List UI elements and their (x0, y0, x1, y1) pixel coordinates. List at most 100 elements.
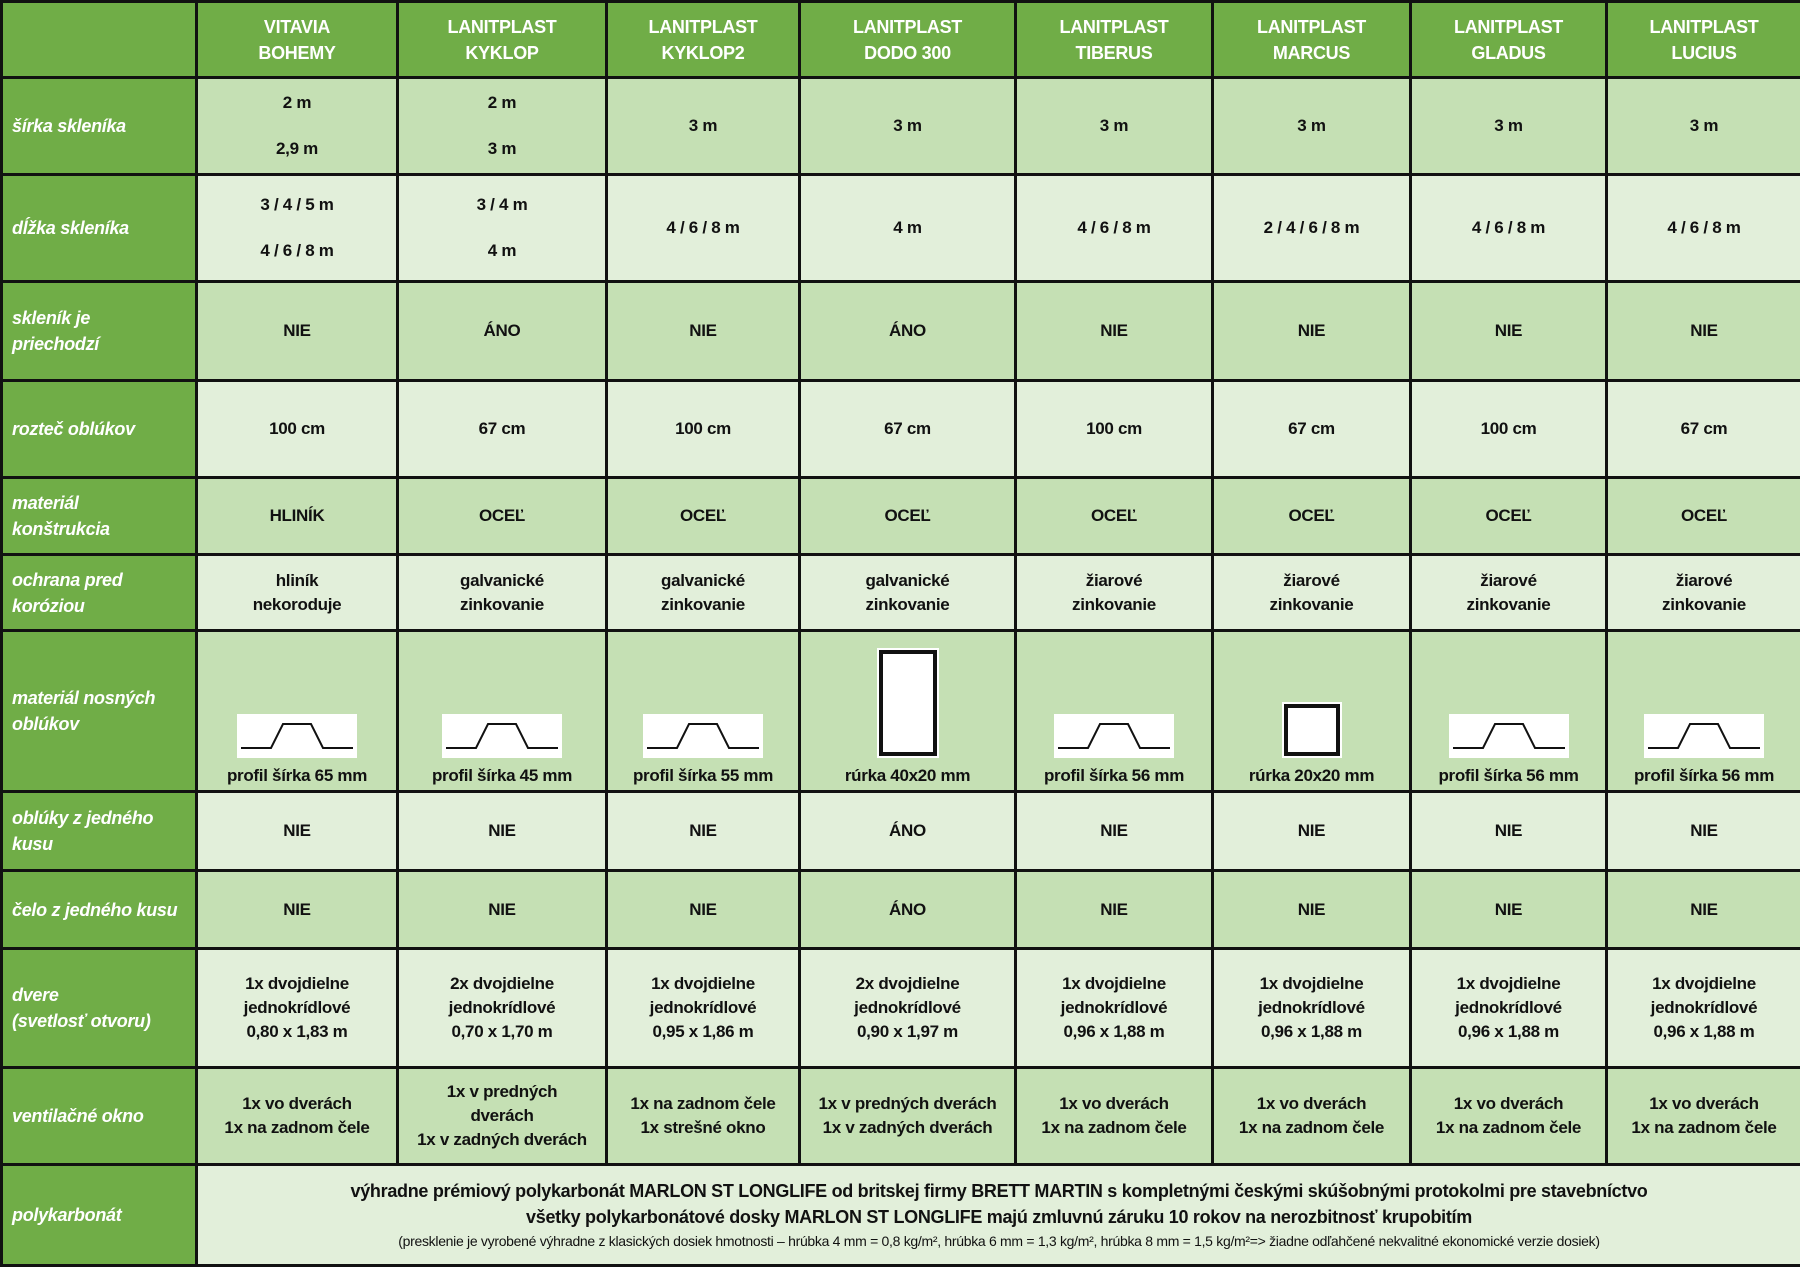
cell-line: 1x vo dverách (1216, 1092, 1407, 1116)
table-cell: NIE (197, 871, 398, 949)
column-header-line: TIBERUS (1019, 40, 1209, 66)
table-cell: NIE (1607, 282, 1800, 381)
table-cell: 67 cm (800, 381, 1016, 478)
table-cell: ÁNO (800, 871, 1016, 949)
row-label-line: materiál nosných (12, 685, 193, 711)
row-label-line: materiál (12, 490, 193, 516)
cell-line: ÁNO (803, 319, 1012, 343)
column-header-line: VITAVIA (200, 14, 394, 40)
cell-line: 100 cm (1019, 417, 1209, 441)
note-line-3: (presklenie je vyrobené výhradne z klasi… (200, 1230, 1798, 1252)
cell-line: NIE (200, 319, 394, 343)
cell-line: zinkovanie (1610, 593, 1798, 617)
profile-caption: profil šírka 56 mm (1438, 764, 1578, 788)
cell-line: jednokrídlové (1019, 996, 1209, 1020)
table-cell: 100 cm (197, 381, 398, 478)
cell-line: 1x vo dverách (1019, 1092, 1209, 1116)
cell-line: 4 m (803, 216, 1012, 240)
cell-line: 1x na zadnom čele (200, 1116, 394, 1140)
table-cell: 4 / 6 / 8 m (1607, 175, 1800, 282)
table-cell: 4 / 6 / 8 m (607, 175, 800, 282)
row-label-line: koróziou (12, 593, 193, 619)
profile-icon (1054, 714, 1174, 758)
cell-line: 4 / 6 / 8 m (200, 239, 394, 263)
cell-line: NIE (610, 898, 796, 922)
cell-line: 67 cm (1610, 417, 1798, 441)
table-cell: NIE (1016, 871, 1213, 949)
cell-line: NIE (1216, 898, 1407, 922)
profile-caption: profil šírka 65 mm (227, 764, 367, 788)
profile-caption: rúrka 20x20 mm (1249, 764, 1374, 788)
table-cell: NIE (1411, 282, 1607, 381)
cell-line: zinkovanie (610, 593, 796, 617)
cell-line: galvanické (401, 569, 603, 593)
table-cell: NIE (398, 792, 607, 871)
profile-caption: profil šírka 56 mm (1044, 764, 1184, 788)
tube-rect-icon (879, 650, 937, 756)
table-cell: 2 / 4 / 6 / 8 m (1213, 175, 1411, 282)
cell-line: NIE (1019, 898, 1209, 922)
table-cell: NIE (398, 871, 607, 949)
table-cell: NIE (607, 792, 800, 871)
cell-line: 0,96 x 1,88 m (1019, 1020, 1209, 1044)
table-cell: 4 / 6 / 8 m (1016, 175, 1213, 282)
table-cell: NIE (1607, 871, 1800, 949)
profile-caption: profil šírka 56 mm (1634, 764, 1774, 788)
table-cell: 100 cm (1016, 381, 1213, 478)
row-label: dĺžka skleníka (2, 175, 197, 282)
cell-line: NIE (1216, 319, 1407, 343)
cell-line: galvanické (610, 569, 796, 593)
corner-cell (2, 2, 197, 78)
cell-line: NIE (1019, 319, 1209, 343)
table-cell: 100 cm (1411, 381, 1607, 478)
row-label-line: oblúky z jedného (12, 805, 193, 831)
cell-line: HLINÍK (200, 504, 394, 528)
profile-icon (237, 714, 357, 758)
cell-line: NIE (1610, 319, 1798, 343)
column-header-line: BOHEMY (200, 40, 394, 66)
row-label-line: (svetlosť otvoru) (12, 1008, 193, 1034)
column-header-line: LUCIUS (1610, 40, 1798, 66)
tube-square-icon (1284, 704, 1340, 756)
table-cell: OCEĽ (1607, 478, 1800, 555)
table-cell: NIE (1411, 792, 1607, 871)
cell-line: 0,90 x 1,97 m (803, 1020, 1012, 1044)
cell-line: OCEĽ (401, 504, 603, 528)
cell-line: zinkovanie (1019, 593, 1209, 617)
profile-icon (442, 714, 562, 758)
table-cell: OCEĽ (398, 478, 607, 555)
cell-line: 1x dvojdielne (610, 972, 796, 996)
cell-line: 1x v predných dverách (803, 1092, 1012, 1116)
cell-line: NIE (610, 819, 796, 843)
cell-line: 1x na zadnom čele (1019, 1116, 1209, 1140)
table-cell: NIE (1016, 792, 1213, 871)
row-label-line: priechodzí (12, 331, 193, 357)
cell-line: 1x na zadnom čele (610, 1092, 796, 1116)
cell-line: 1x dvojdielne (1414, 972, 1603, 996)
note-line-2: všetky polykarbonátové dosky MARLON ST L… (200, 1204, 1798, 1230)
table-cell: OCEĽ (1016, 478, 1213, 555)
table-cell: NIE (1213, 871, 1411, 949)
cell-line: OCEĽ (1414, 504, 1603, 528)
cell-line: 1x strešné okno (610, 1116, 796, 1140)
cell-line: žiarové (1414, 569, 1603, 593)
table-cell: 67 cm (398, 381, 607, 478)
